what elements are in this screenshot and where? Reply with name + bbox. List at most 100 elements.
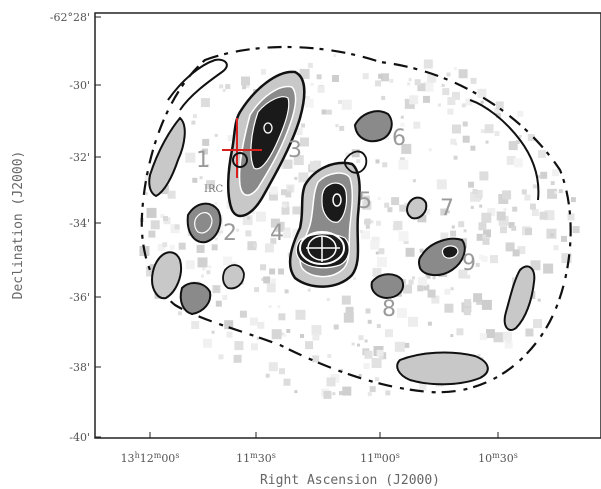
emission-pixel <box>278 313 286 321</box>
emission-pixel <box>403 284 412 294</box>
emission-pixel <box>227 135 234 141</box>
emission-pixel <box>517 110 524 117</box>
emission-pixel <box>364 350 373 359</box>
emission-pixel <box>271 329 282 340</box>
x-axis: 13h12m00s 11m30s 11m00s 10m30s <box>121 432 518 465</box>
emission-pixel <box>570 197 576 203</box>
emission-pixel <box>300 137 309 147</box>
emission-pixel <box>512 249 520 257</box>
emission-pixel <box>525 328 534 337</box>
emission-pixel <box>511 225 517 231</box>
emission-pixel <box>365 308 371 314</box>
emission-pixel <box>144 192 148 196</box>
emission-pixel <box>537 175 540 179</box>
emission-pixel <box>404 202 408 206</box>
emission-pixel <box>358 374 362 377</box>
emission-pixel <box>326 109 332 115</box>
clump-6-ring <box>343 150 368 174</box>
emission-pixel <box>408 78 412 82</box>
emission-pixel <box>396 308 407 318</box>
emission-pixel <box>462 121 468 127</box>
emission-pixel <box>408 316 418 327</box>
emission-pixel <box>377 197 381 200</box>
emission-pixel <box>301 123 305 128</box>
emission-pixel <box>481 255 488 262</box>
emission-pixel <box>450 230 457 237</box>
emission-pixel <box>202 267 206 271</box>
emission-pixel <box>414 79 421 86</box>
clump-4-peak-outer <box>299 231 345 265</box>
emission-pixel <box>270 238 277 245</box>
emission-pixel <box>277 305 281 309</box>
emission-pixel <box>446 72 451 77</box>
emission-pixel <box>502 331 512 341</box>
emission-pixel <box>466 274 471 279</box>
emission-pixel <box>294 176 298 180</box>
emission-pixel <box>219 84 224 89</box>
emission-pixel <box>264 243 274 253</box>
emission-pixel <box>356 159 361 164</box>
emission-pixel <box>214 286 219 291</box>
emission-pixel <box>417 83 426 92</box>
emission-pixel <box>381 73 389 82</box>
emission-pixel <box>363 195 370 202</box>
emission-pixel <box>294 390 298 394</box>
emission-pixel <box>378 248 385 255</box>
emission-pixel <box>394 341 405 352</box>
emission-pixel <box>245 230 252 237</box>
emission-pixel <box>281 332 285 336</box>
emission-pixel <box>470 77 477 84</box>
emission-pixel <box>282 203 287 208</box>
emission-pixel <box>200 98 210 108</box>
clump-label-4: 4 <box>270 221 284 246</box>
emission-pixel <box>418 276 428 286</box>
emission-pixel <box>283 230 292 239</box>
emission-pixel <box>333 324 339 330</box>
emission-pixel <box>203 338 212 348</box>
clump-labels: 1 2 3 4 5 6 7 8 9 IRC <box>196 126 476 322</box>
emission-pixel <box>242 215 253 226</box>
clump-9-contour-core <box>441 245 459 259</box>
emission-pixel <box>305 341 314 350</box>
emission-pixel <box>417 285 424 292</box>
emission-pixel <box>450 287 454 291</box>
emission-pixel <box>549 233 554 238</box>
emission-pixel <box>412 276 415 280</box>
emission-pixel <box>167 190 176 199</box>
emission-pixel <box>527 134 535 141</box>
emission-pixel <box>223 256 233 266</box>
emission-pixel <box>552 169 560 177</box>
emission-pixel <box>339 391 343 396</box>
emission-pixel <box>458 69 468 79</box>
emission-pixel <box>335 124 339 128</box>
emission-pixel <box>444 303 454 313</box>
emission-pixel <box>211 330 215 334</box>
emission-pixel <box>498 215 509 226</box>
emission-pixel <box>307 288 311 292</box>
emission-pixel <box>533 319 542 329</box>
emission-pixel <box>268 305 272 309</box>
emission-pixel <box>261 277 265 281</box>
emission-pixel <box>482 237 490 245</box>
emission-pixel <box>453 67 457 71</box>
emission-pixel <box>463 229 467 233</box>
emission-pixel <box>381 95 386 100</box>
clump-label-2: 2 <box>223 221 237 246</box>
emission-pixel <box>326 298 330 302</box>
emission-pixel <box>479 204 483 208</box>
emission-pixel <box>247 216 251 220</box>
emission-pixel <box>293 155 304 166</box>
emission-pixel <box>446 210 450 214</box>
emission-pixel <box>201 274 204 278</box>
emission-pixel <box>447 97 456 105</box>
emission-pixel <box>484 124 494 134</box>
y-tick-label: -30' <box>69 79 90 92</box>
emission-pixel <box>437 103 441 107</box>
emission-pixel <box>362 200 372 210</box>
emission-pixel <box>367 319 372 324</box>
emission-pixel <box>312 333 320 341</box>
emission-pixel <box>269 268 276 275</box>
emission-pixel <box>440 232 449 241</box>
emission-pixel <box>537 298 541 302</box>
